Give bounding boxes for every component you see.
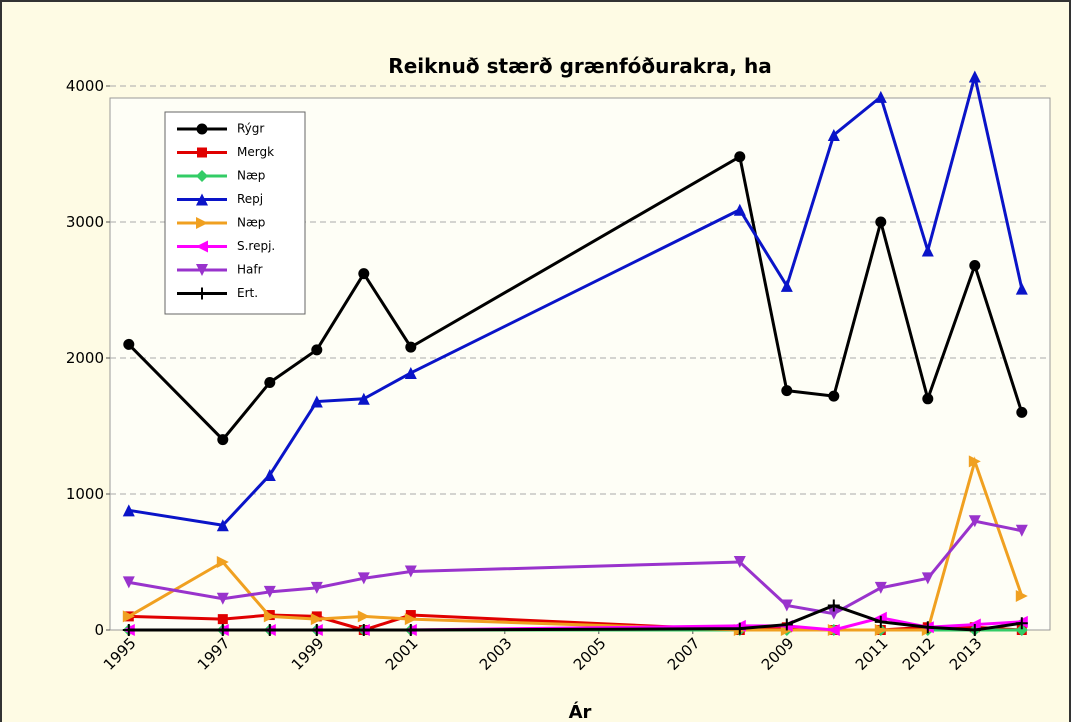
marker bbox=[357, 392, 370, 405]
marker bbox=[217, 614, 228, 625]
marker bbox=[122, 610, 135, 623]
marker bbox=[263, 585, 276, 598]
legend-label: Næp bbox=[237, 216, 265, 230]
marker bbox=[734, 151, 746, 163]
marker bbox=[968, 70, 981, 83]
marker bbox=[216, 624, 229, 636]
marker bbox=[780, 618, 793, 631]
marker bbox=[217, 434, 229, 446]
marker bbox=[196, 240, 208, 253]
marker bbox=[122, 624, 135, 636]
legend-label: Hafr bbox=[237, 263, 263, 277]
marker bbox=[405, 610, 416, 621]
marker bbox=[968, 624, 981, 636]
marker bbox=[780, 599, 793, 612]
marker bbox=[1015, 282, 1028, 295]
marker bbox=[404, 613, 417, 626]
marker bbox=[196, 217, 208, 229]
marker bbox=[263, 624, 276, 636]
marker bbox=[968, 515, 981, 528]
marker bbox=[264, 376, 276, 388]
marker bbox=[921, 621, 934, 634]
legend-label: Ert. bbox=[237, 286, 258, 300]
x-axis-label: Ár bbox=[569, 701, 592, 722]
marker bbox=[197, 147, 207, 158]
marker bbox=[827, 599, 840, 612]
marker bbox=[921, 244, 934, 257]
legend-label: Næp bbox=[237, 169, 265, 183]
marker bbox=[310, 613, 323, 626]
marker bbox=[1015, 624, 1028, 636]
marker bbox=[196, 264, 208, 276]
marker bbox=[404, 565, 417, 578]
chart-title: Reiknuð stærð grænfóðurakra, ha bbox=[388, 54, 771, 78]
marker bbox=[875, 216, 887, 228]
marker bbox=[404, 624, 417, 636]
marker bbox=[827, 607, 840, 620]
marker bbox=[263, 468, 276, 481]
marker bbox=[733, 556, 746, 568]
marker bbox=[357, 610, 370, 623]
marker bbox=[216, 556, 229, 568]
marker bbox=[733, 203, 746, 216]
marker bbox=[1015, 590, 1028, 602]
marker bbox=[827, 624, 840, 636]
marker bbox=[1016, 406, 1028, 418]
y-tick-label: 1000 bbox=[66, 485, 104, 503]
marker bbox=[404, 366, 417, 379]
marker bbox=[405, 341, 417, 353]
marker bbox=[310, 624, 323, 636]
marker bbox=[216, 592, 229, 605]
marker bbox=[122, 576, 135, 589]
marker bbox=[311, 344, 323, 356]
marker bbox=[358, 268, 370, 280]
y-tick-label: 3000 bbox=[66, 213, 104, 231]
marker bbox=[196, 287, 208, 300]
marker bbox=[196, 193, 208, 206]
marker bbox=[310, 395, 323, 408]
y-tick-label: 4000 bbox=[66, 77, 104, 95]
marker bbox=[828, 390, 840, 402]
marker bbox=[196, 170, 208, 182]
marker bbox=[733, 622, 746, 635]
marker bbox=[827, 128, 840, 141]
y-tick-label: 0 bbox=[94, 621, 104, 639]
marker bbox=[196, 123, 208, 135]
marker bbox=[1015, 524, 1028, 537]
marker bbox=[780, 279, 793, 292]
marker bbox=[357, 624, 370, 636]
marker bbox=[874, 581, 887, 594]
legend-label: S.repj. bbox=[237, 239, 275, 253]
marker bbox=[122, 504, 135, 517]
marker bbox=[921, 572, 934, 585]
marker bbox=[874, 624, 887, 636]
marker bbox=[874, 90, 887, 103]
marker bbox=[968, 455, 981, 468]
marker bbox=[123, 338, 135, 350]
marker bbox=[969, 260, 981, 272]
marker bbox=[216, 519, 229, 532]
marker bbox=[310, 581, 323, 594]
marker bbox=[874, 615, 887, 628]
marker bbox=[357, 572, 370, 585]
legend-label: Repj bbox=[237, 192, 263, 206]
marker bbox=[781, 385, 793, 397]
marker bbox=[1015, 617, 1028, 630]
marker bbox=[922, 393, 934, 405]
legend-label: Rýgr bbox=[237, 122, 264, 136]
marker bbox=[263, 610, 276, 623]
legend-label: Mergk bbox=[237, 145, 274, 159]
y-tick-label: 2000 bbox=[66, 349, 104, 367]
legend-box bbox=[164, 111, 306, 315]
